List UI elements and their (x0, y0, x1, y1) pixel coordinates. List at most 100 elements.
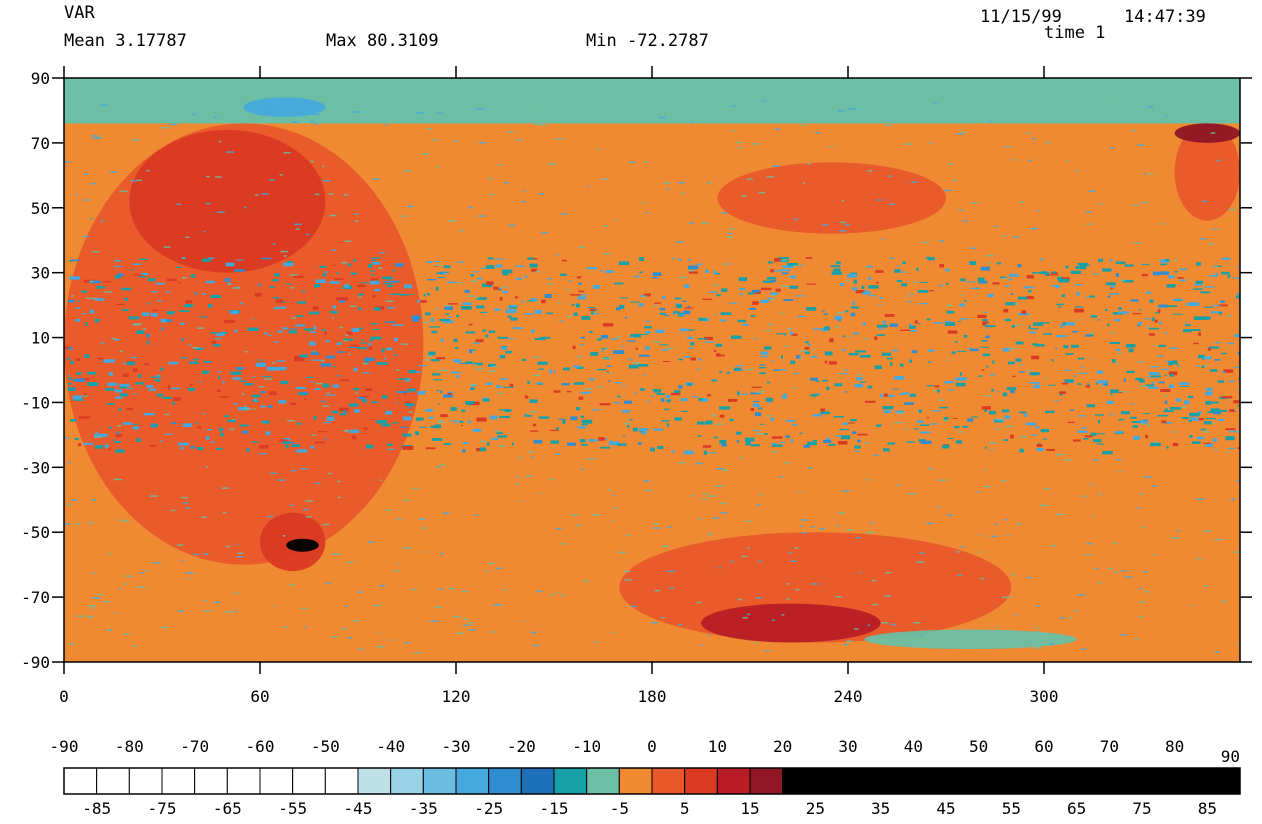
texture-cell (75, 307, 81, 309)
speckle-cell (1158, 344, 1166, 347)
texture-cell (283, 255, 287, 257)
texture-cell (758, 191, 765, 194)
speckle-cell (830, 265, 841, 268)
colorbar-swatch (716, 767, 751, 795)
speckle-cell (868, 285, 879, 289)
texture-cell (606, 372, 611, 374)
texture-cell (340, 261, 348, 264)
speckle-cell (521, 300, 525, 303)
texture-cell (607, 489, 612, 491)
texture-cell (312, 113, 320, 116)
texture-cell (729, 302, 737, 304)
speckle-cell (1036, 448, 1044, 452)
texture-cell (1100, 111, 1104, 113)
speckle-cell (122, 373, 129, 377)
texture-cell (888, 175, 892, 177)
speckle-cell (454, 347, 459, 349)
speckle-cell (1210, 311, 1219, 314)
y-tick-label: 50 (31, 199, 50, 218)
speckle-cell (1168, 361, 1173, 366)
speckle-cell (1233, 400, 1240, 404)
texture-cell (1026, 576, 1032, 579)
texture-cell (745, 520, 751, 523)
speckle-cell (1160, 389, 1171, 392)
speckle-cell (132, 263, 142, 265)
speckle-cell (1189, 302, 1199, 306)
colorbar-top-label: 90 (1221, 747, 1240, 766)
texture-cell (341, 627, 347, 630)
speckle-cell (820, 411, 830, 415)
texture-cell (560, 543, 566, 545)
texture-cell (1112, 542, 1118, 544)
texture-cell (385, 300, 394, 302)
texture-cell (111, 338, 117, 340)
speckle-cell (838, 373, 849, 375)
speckle-cell (1040, 258, 1044, 261)
speckle-cell (892, 388, 899, 390)
texture-cell (714, 313, 718, 316)
texture-cell (244, 407, 252, 410)
speckle-cell (272, 297, 280, 299)
speckle-cell (1067, 421, 1075, 424)
texture-cell (1014, 303, 1018, 305)
speckle-cell (624, 316, 627, 319)
texture-cell (690, 494, 694, 497)
texture-cell (991, 109, 998, 111)
y-tick-label: 70 (31, 134, 50, 153)
speckle-cell (437, 403, 440, 405)
speckle-cell (448, 316, 452, 318)
speckle-cell (151, 423, 156, 426)
speckle-cell (278, 400, 287, 404)
speckle-cell (1118, 307, 1122, 310)
colorbar-top-label: 40 (904, 737, 923, 756)
texture-cell (715, 485, 724, 487)
texture-cell (1114, 571, 1119, 573)
speckle-cell (1010, 389, 1015, 394)
speckle-cell (432, 373, 441, 376)
texture-cell (604, 253, 611, 255)
texture-cell (613, 507, 617, 509)
speckle-cell (810, 377, 818, 381)
texture-cell (347, 561, 354, 564)
texture-cell (423, 321, 429, 324)
texture-cell (905, 143, 913, 145)
speckle-cell (660, 398, 665, 402)
texture-cell (716, 468, 725, 470)
texture-cell (946, 514, 953, 516)
speckle-cell (230, 310, 239, 315)
texture-cell (100, 220, 105, 222)
speckle-cell (456, 314, 459, 318)
texture-cell (1213, 448, 1219, 451)
speckle-cell (1151, 381, 1154, 386)
texture-cell (1131, 403, 1135, 405)
speckle-cell (510, 317, 518, 321)
speckle-cell (1126, 370, 1135, 373)
speckle-cell (839, 428, 849, 431)
texture-cell (1030, 227, 1039, 230)
speckle-cell (417, 300, 421, 303)
speckle-cell (1062, 322, 1067, 326)
texture-cell (835, 596, 842, 598)
speckle-cell (1179, 268, 1187, 271)
speckle-cell (466, 402, 471, 406)
speckle-cell (750, 408, 754, 412)
speckle-cell (1112, 359, 1116, 363)
texture-cell (473, 514, 478, 516)
speckle-cell (918, 409, 922, 413)
speckle-cell (482, 398, 490, 402)
speckle-cell (1217, 380, 1224, 383)
texture-cell (349, 305, 357, 307)
speckle-cell (596, 368, 607, 371)
speckle-cell (881, 352, 892, 356)
speckle-cell (740, 393, 748, 395)
speckle-cell (926, 385, 934, 387)
texture-cell (1086, 542, 1092, 545)
speckle-cell (861, 285, 865, 289)
speckle-cell (1118, 311, 1129, 314)
colorbar-top-label: -60 (246, 737, 275, 756)
speckle-cell (166, 319, 172, 323)
colorbar-top-label: 20 (773, 737, 792, 756)
texture-cell (1034, 647, 1042, 649)
speckle-cell (721, 288, 728, 292)
speckle-cell (598, 437, 605, 441)
